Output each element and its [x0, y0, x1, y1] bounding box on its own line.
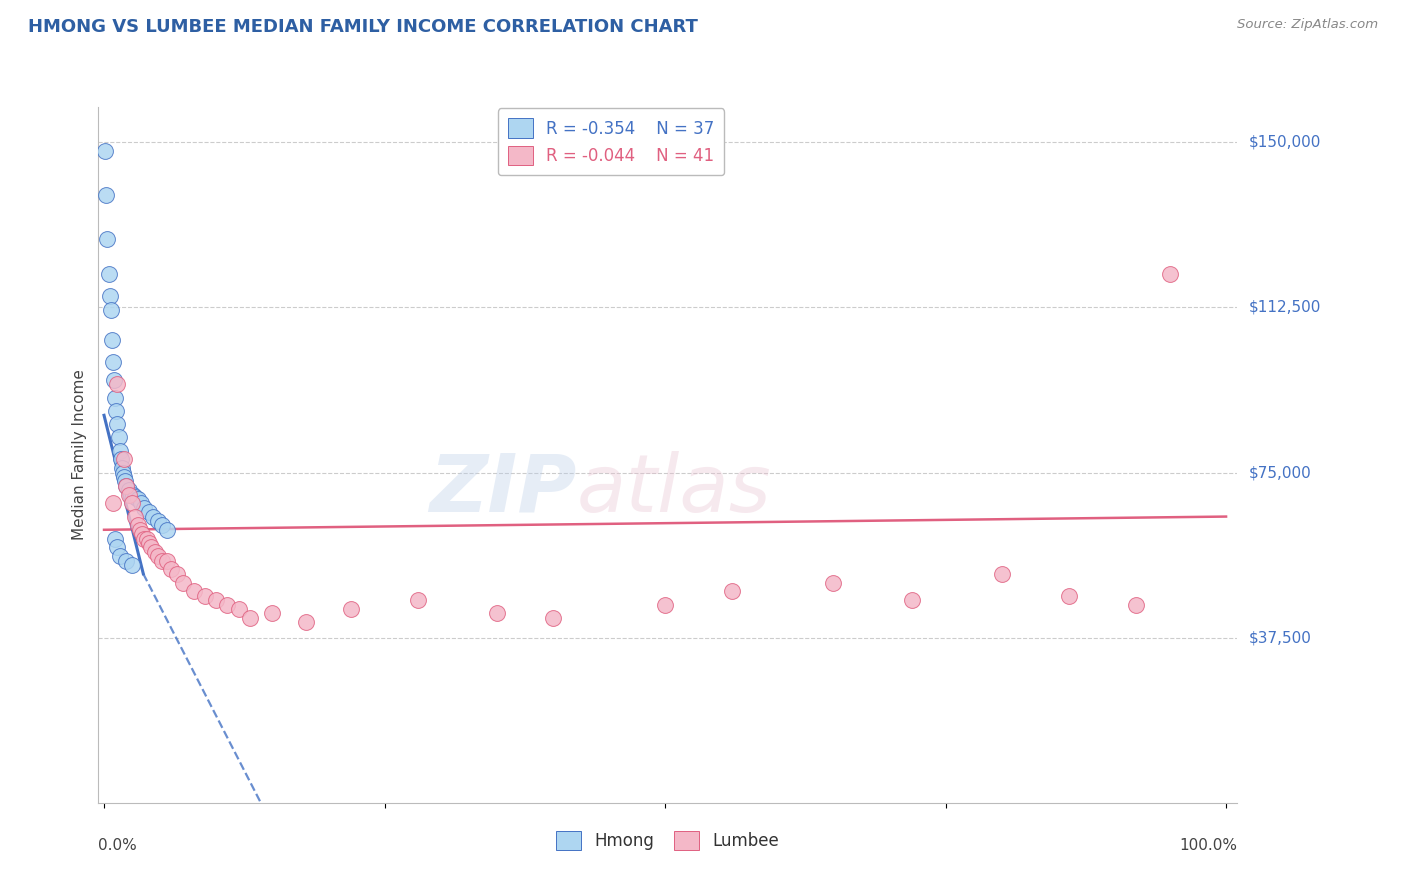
- Point: [127, 491, 149, 506]
- Point: [118, 483, 141, 497]
- Point: [104, 532, 127, 546]
- Point: [183, 584, 205, 599]
- Text: Source: ZipAtlas.com: Source: ZipAtlas.com: [1237, 18, 1378, 31]
- Point: [129, 523, 152, 537]
- Point: [101, 496, 124, 510]
- Point: [94, 144, 117, 158]
- Text: $150,000: $150,000: [1249, 135, 1320, 150]
- Point: [143, 545, 166, 559]
- Text: $37,500: $37,500: [1249, 630, 1312, 645]
- Point: [166, 566, 188, 581]
- Point: [129, 496, 152, 510]
- Point: [228, 602, 250, 616]
- Point: [150, 518, 173, 533]
- Point: [111, 461, 134, 475]
- Point: [98, 289, 121, 303]
- Point: [541, 611, 564, 625]
- Point: [160, 562, 183, 576]
- Point: [134, 500, 156, 515]
- Point: [105, 404, 128, 418]
- Point: [101, 334, 124, 348]
- Point: [146, 549, 169, 564]
- Point: [108, 549, 131, 564]
- Point: [239, 611, 262, 625]
- Text: HMONG VS LUMBEE MEDIAN FAMILY INCOME CORRELATION CHART: HMONG VS LUMBEE MEDIAN FAMILY INCOME COR…: [28, 18, 697, 36]
- Point: [107, 430, 129, 444]
- Text: ZIP: ZIP: [429, 450, 576, 529]
- Point: [901, 593, 924, 607]
- Point: [156, 553, 179, 567]
- Point: [112, 452, 135, 467]
- Point: [118, 487, 141, 501]
- Point: [127, 518, 149, 533]
- Text: 100.0%: 100.0%: [1180, 838, 1237, 853]
- Point: [823, 575, 845, 590]
- Point: [107, 417, 129, 431]
- Point: [115, 479, 138, 493]
- Point: [97, 268, 120, 282]
- Point: [340, 602, 363, 616]
- Point: [96, 188, 118, 202]
- Point: [96, 232, 118, 246]
- Point: [135, 532, 157, 546]
- Point: [112, 466, 135, 480]
- Point: [104, 391, 127, 405]
- Point: [406, 593, 429, 607]
- Point: [124, 509, 146, 524]
- Text: atlas: atlas: [576, 450, 772, 529]
- Point: [146, 514, 169, 528]
- Point: [194, 589, 217, 603]
- Point: [150, 553, 173, 567]
- Point: [122, 487, 145, 501]
- Point: [121, 558, 143, 572]
- Point: [721, 584, 744, 599]
- Legend: Hmong, Lumbee: Hmong, Lumbee: [550, 824, 786, 857]
- Point: [100, 302, 122, 317]
- Point: [485, 607, 508, 621]
- Point: [1159, 268, 1181, 282]
- Text: $75,000: $75,000: [1249, 465, 1312, 480]
- Point: [110, 452, 132, 467]
- Text: $112,500: $112,500: [1249, 300, 1320, 315]
- Point: [138, 536, 160, 550]
- Point: [172, 575, 194, 590]
- Point: [121, 496, 143, 510]
- Point: [1125, 598, 1147, 612]
- Point: [115, 553, 138, 567]
- Point: [205, 593, 228, 607]
- Point: [114, 475, 136, 489]
- Point: [141, 541, 163, 555]
- Point: [134, 532, 156, 546]
- Point: [115, 479, 138, 493]
- Point: [295, 615, 318, 630]
- Point: [131, 527, 153, 541]
- Point: [124, 490, 146, 504]
- Point: [217, 598, 239, 612]
- Point: [1057, 589, 1080, 603]
- Point: [138, 505, 160, 519]
- Point: [990, 566, 1012, 581]
- Point: [654, 598, 676, 612]
- Point: [156, 523, 179, 537]
- Point: [262, 607, 284, 621]
- Point: [120, 487, 142, 501]
- Point: [108, 443, 131, 458]
- Point: [101, 355, 124, 369]
- Point: [142, 509, 165, 524]
- Text: 0.0%: 0.0%: [98, 838, 138, 853]
- Point: [107, 377, 129, 392]
- Y-axis label: Median Family Income: Median Family Income: [72, 369, 87, 541]
- Point: [103, 373, 125, 387]
- Point: [112, 470, 135, 484]
- Point: [107, 541, 129, 555]
